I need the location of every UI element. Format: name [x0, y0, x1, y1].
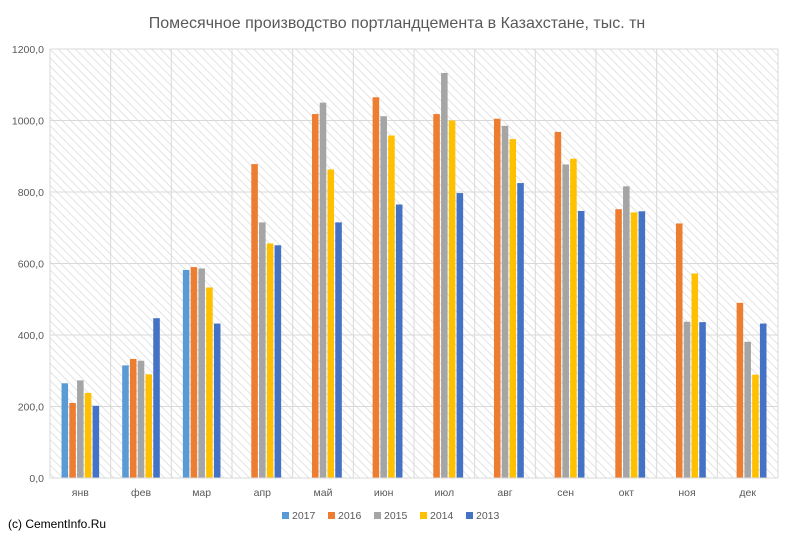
bar-2015-ноя — [683, 321, 691, 478]
bar-2015-авг — [501, 125, 509, 479]
bar-2015-апр — [259, 222, 266, 478]
bar-2014-июл — [448, 120, 456, 478]
bar-2016-фев — [129, 358, 137, 478]
bar-2013-июл — [456, 193, 464, 478]
axes: 0,0 200,0 400,0 600,0 800,0 1000,0 1200,0 янв фе… — [12, 44, 778, 499]
bar-2015-июн — [380, 116, 387, 479]
bar-2014-янв — [84, 392, 92, 478]
bar-2013-окт — [638, 211, 646, 478]
y-tick-label: 1200,0 — [12, 44, 44, 56]
legend-label-2014: 2014 — [430, 510, 454, 522]
bar-2013-ноя — [699, 322, 706, 478]
bar-2014-мар — [206, 287, 213, 478]
legend-swatch-2015 — [374, 512, 381, 519]
bar-2016-дек — [736, 302, 744, 478]
credit-text: (c) CementInfo.Ru — [8, 517, 107, 531]
bar-2014-дек — [752, 374, 759, 478]
x-tick-label: июн — [374, 487, 394, 499]
y-tick-label: 600,0 — [18, 259, 44, 271]
bar-2015-фев — [137, 360, 145, 478]
bar-2017-янв — [61, 383, 69, 478]
x-tick-label: фев — [131, 487, 151, 499]
bar-2013-май — [335, 222, 342, 478]
bar-2015-дек — [744, 341, 751, 478]
bar-2015-мар — [198, 268, 205, 478]
bar-2014-май — [327, 169, 335, 479]
bar-2013-мар — [213, 323, 221, 478]
bar-2016-мар — [190, 267, 198, 478]
x-tick-label: окт — [619, 487, 635, 499]
bar-2013-фев — [153, 318, 160, 478]
x-tick-label: мар — [192, 487, 211, 499]
bar-2015-окт — [623, 186, 630, 478]
bar-2016-апр — [251, 164, 258, 479]
bar-2017-фев — [122, 365, 129, 478]
bar-2013-дек — [759, 323, 767, 478]
legend-swatch-2016 — [328, 512, 335, 519]
bar-2016-янв — [69, 402, 76, 478]
x-tick-label: янв — [72, 487, 89, 499]
bar-2017-мар — [182, 269, 190, 478]
legend-label-2017: 2017 — [292, 510, 316, 522]
y-tick-label: 0,0 — [29, 473, 44, 485]
x-tick-label: май — [314, 487, 333, 499]
y-tick-label: 400,0 — [18, 330, 44, 342]
legend: 2017 2016 2015 2014 2013 — [282, 510, 500, 522]
bar-2016-июн — [372, 97, 380, 478]
x-tick-label: апр — [254, 487, 272, 499]
bar-2016-ноя — [675, 223, 683, 478]
x-tick-label: июл — [435, 487, 455, 499]
bar-2015-янв — [77, 380, 84, 478]
legend-label-2016: 2016 — [338, 510, 362, 522]
bar-2014-июн — [388, 135, 395, 478]
bar-2015-сен — [562, 164, 569, 478]
bar-2014-окт — [630, 212, 638, 478]
bar-2016-окт — [615, 209, 622, 478]
legend-swatch-2013 — [466, 512, 473, 519]
bar-2013-июн — [395, 204, 403, 478]
bars — [61, 72, 767, 479]
gridlines — [49, 48, 779, 479]
y-tick-label: 1000,0 — [12, 116, 44, 128]
legend-swatch-2014 — [420, 512, 427, 519]
bar-2014-ноя — [691, 273, 699, 478]
bar-2016-май — [311, 114, 319, 478]
bar-2013-янв — [92, 405, 100, 478]
bar-2013-сен — [577, 210, 585, 478]
bar-2014-апр — [266, 243, 274, 478]
y-tick-label: 800,0 — [18, 187, 44, 199]
bar-2016-сен — [554, 131, 562, 478]
legend-swatch-2017 — [282, 512, 289, 519]
bar-2014-сен — [570, 158, 577, 478]
x-tick-label: дек — [739, 487, 756, 499]
x-tick-label: ноя — [678, 487, 695, 499]
x-tick-label: авг — [497, 487, 512, 499]
bar-2016-июл — [433, 114, 440, 478]
y-tick-label: 200,0 — [18, 402, 44, 414]
legend-label-2013: 2013 — [476, 510, 500, 522]
x-tick-label: сен — [557, 487, 574, 499]
bar-2014-авг — [509, 139, 517, 478]
bar-2015-май — [319, 102, 327, 478]
bar-2015-июл — [441, 72, 448, 478]
legend-label-2015: 2015 — [384, 510, 408, 522]
bar-2014-фев — [145, 374, 153, 478]
bar-2013-авг — [517, 183, 524, 478]
bar-2013-апр — [274, 245, 282, 478]
chart-title: Помесячное производство портландцемента … — [149, 15, 646, 32]
bar-2016-авг — [493, 118, 501, 479]
